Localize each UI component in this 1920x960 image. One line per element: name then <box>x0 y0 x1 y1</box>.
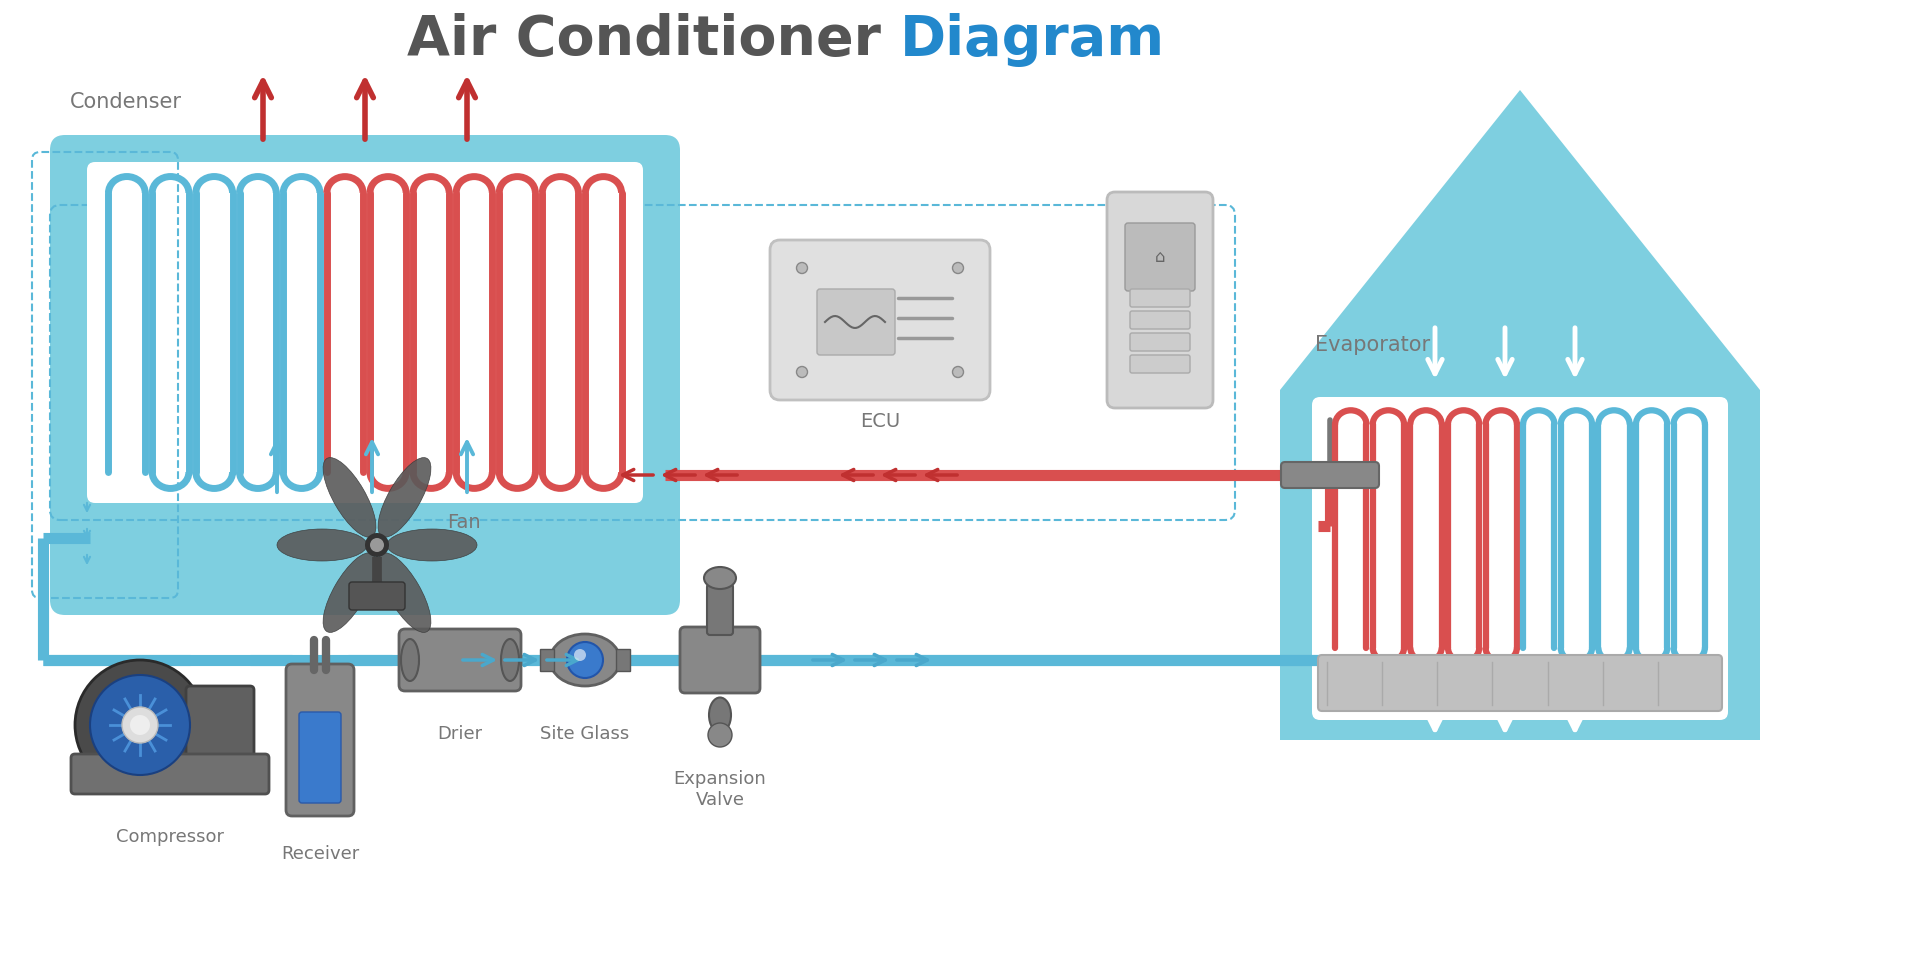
FancyBboxPatch shape <box>50 135 680 615</box>
Text: Site Glass: Site Glass <box>540 725 630 743</box>
Circle shape <box>90 675 190 775</box>
Ellipse shape <box>323 553 376 633</box>
Ellipse shape <box>708 698 732 732</box>
FancyBboxPatch shape <box>399 629 520 691</box>
Polygon shape <box>1281 90 1761 740</box>
Circle shape <box>365 533 390 557</box>
Ellipse shape <box>378 458 430 538</box>
Text: Evaporator: Evaporator <box>1315 335 1430 355</box>
FancyBboxPatch shape <box>1131 289 1190 307</box>
Ellipse shape <box>378 553 430 633</box>
FancyBboxPatch shape <box>1131 355 1190 373</box>
Text: Receiver: Receiver <box>280 845 359 863</box>
Text: Fan: Fan <box>447 514 480 533</box>
Circle shape <box>123 707 157 743</box>
Circle shape <box>574 649 586 661</box>
FancyBboxPatch shape <box>770 240 991 400</box>
Text: Expansion
Valve: Expansion Valve <box>674 770 766 808</box>
Text: Drier: Drier <box>438 725 482 743</box>
Text: ⌂: ⌂ <box>1154 248 1165 266</box>
FancyBboxPatch shape <box>1311 397 1728 720</box>
FancyBboxPatch shape <box>349 582 405 610</box>
Circle shape <box>952 262 964 274</box>
FancyBboxPatch shape <box>707 584 733 635</box>
FancyBboxPatch shape <box>1131 311 1190 329</box>
FancyBboxPatch shape <box>1317 655 1722 711</box>
Ellipse shape <box>323 458 376 538</box>
Ellipse shape <box>276 529 367 561</box>
Text: Diagram: Diagram <box>900 13 1165 67</box>
Circle shape <box>371 538 384 552</box>
Ellipse shape <box>388 529 476 561</box>
Circle shape <box>75 660 205 790</box>
Ellipse shape <box>501 639 518 681</box>
FancyBboxPatch shape <box>300 712 342 803</box>
Circle shape <box>797 367 808 377</box>
Circle shape <box>131 715 150 735</box>
Circle shape <box>797 262 808 274</box>
FancyBboxPatch shape <box>71 754 269 794</box>
Text: Compressor: Compressor <box>115 828 225 846</box>
FancyBboxPatch shape <box>616 649 630 671</box>
FancyBboxPatch shape <box>286 664 353 816</box>
Circle shape <box>952 367 964 377</box>
Ellipse shape <box>549 634 620 686</box>
Text: Condenser: Condenser <box>69 92 182 112</box>
FancyBboxPatch shape <box>1281 462 1379 488</box>
FancyBboxPatch shape <box>540 649 555 671</box>
FancyBboxPatch shape <box>186 686 253 764</box>
Ellipse shape <box>401 639 419 681</box>
FancyBboxPatch shape <box>1108 192 1213 408</box>
FancyBboxPatch shape <box>1131 333 1190 351</box>
FancyBboxPatch shape <box>1125 223 1194 291</box>
FancyBboxPatch shape <box>86 162 643 503</box>
FancyBboxPatch shape <box>818 289 895 355</box>
FancyBboxPatch shape <box>680 627 760 693</box>
Circle shape <box>566 642 603 678</box>
Circle shape <box>708 723 732 747</box>
Text: Air Conditioner: Air Conditioner <box>407 13 900 67</box>
Text: ECU: ECU <box>860 412 900 431</box>
Ellipse shape <box>705 567 735 589</box>
